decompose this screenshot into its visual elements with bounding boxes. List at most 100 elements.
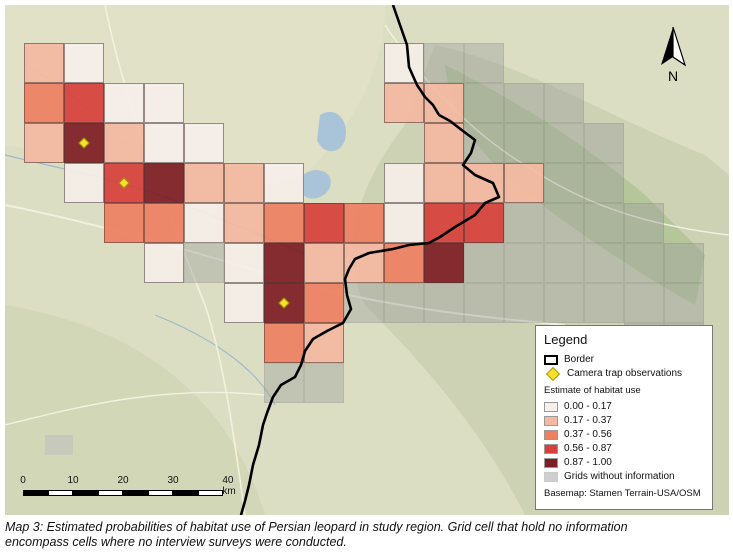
grid-cell [304,243,344,283]
grid-cell [544,243,584,283]
grid-cell [344,243,384,283]
grid-cell [464,203,504,243]
grid-cell [144,243,184,283]
legend-class-row: 0.37 - 0.56 [544,428,704,441]
grid-cell [464,283,504,323]
grid-cell [664,283,704,323]
grid-cell [184,243,224,283]
grid-cell [464,123,504,163]
grid-cell [424,203,464,243]
terrain-south [5,305,265,515]
grid-cell [104,83,144,123]
grid-cell [264,163,304,203]
legend-class-row: 0.17 - 0.37 [544,414,704,427]
grid-cell [224,203,264,243]
grid-cell [184,203,224,243]
north-label: N [668,68,678,84]
grid-cell [144,203,184,243]
grid-cell [24,43,64,83]
river [154,314,276,406]
legend-border-row: Border [544,353,704,366]
scale-label: 0 [20,475,26,486]
grid-cell [624,283,664,323]
grid-cell [384,83,424,123]
grid-cell [384,283,424,323]
scale-segment [23,490,48,496]
grid-cell [224,283,264,323]
legend-class-row: 0.00 - 0.17 [544,400,704,413]
grid-cell [304,203,344,243]
grid-cell [504,243,544,283]
scale-segment [198,490,223,496]
grid-cell [224,243,264,283]
grid-cell [464,43,504,83]
north-arrow: N [653,25,693,85]
grid-cell [64,43,104,83]
scale-bar: 0 10 20 30 40 km [20,475,235,505]
grid-cell [664,243,704,283]
grid-cell [464,83,504,123]
legend-classes: 0.00 - 0.17 0.17 - 0.37 0.37 - 0.56 0.56 - … [544,400,704,469]
grid-cell [24,123,64,163]
legend-swatch [544,443,558,454]
grid-cell [624,243,664,283]
legend-no-info-label: Grids without information [564,471,675,482]
border-swatch [544,354,558,365]
legend-class-label: 0.37 - 0.56 [564,429,612,440]
grid-cell [544,203,584,243]
settlement [45,435,73,455]
grid-cell [264,203,304,243]
legend-class-row: 0.56 - 0.87 [544,442,704,455]
grid-cell [504,283,544,323]
scale-segment [123,490,148,496]
grid-cell [544,83,584,123]
grid-cell [384,203,424,243]
legend-class-label: 0.17 - 0.37 [564,415,612,426]
grid-cell [504,163,544,203]
road [5,391,266,426]
grid-cell [384,163,424,203]
legend-border-label: Border [564,354,595,365]
international-border [239,5,501,515]
scale-label: 10 [67,475,79,486]
basemap-credit: Basemap: Stamen Terrain-USA/OSM [544,488,701,499]
grid-cell [424,163,464,203]
grid-cell [24,83,64,123]
map-canvas[interactable]: N 0 10 20 30 40 km Legend Border Camera trap… [5,5,729,515]
grid-cell [104,123,144,163]
grid-cell [184,123,224,163]
caption-line-2: encompass cells where no interview surve… [5,535,347,549]
grid-cell [424,243,464,283]
grid-cell [584,283,624,323]
reservoir [301,170,331,199]
grid-cell [64,163,104,203]
grid-cell [544,163,584,203]
legend-no-info-row: Grids without information [544,470,704,483]
camera-trap-icon [545,366,561,381]
grid-cell [304,283,344,323]
grid-cell [144,83,184,123]
legend-class-row: 0.87 - 1.00 [544,456,704,469]
grid-cell [584,243,624,283]
grid-cell [504,203,544,243]
grid-cell [424,43,464,83]
legend-swatch [544,429,558,440]
scale-segment [98,490,123,496]
legend-swatch [544,457,558,468]
grid-cell [144,123,184,163]
grid-cell [304,363,344,403]
legend-class-label: 0.00 - 0.17 [564,401,612,412]
grid-cell [184,163,224,203]
grid-cell [224,163,264,203]
scale-segment [73,490,98,496]
map-overlay [239,5,501,515]
grid-cell [344,203,384,243]
grid-cell [584,123,624,163]
grid-cell [264,323,304,363]
grid-cell [624,203,664,243]
grid-cell [424,283,464,323]
figure-caption: Map 3: Estimated probabilities of habita… [5,520,729,550]
grid-cell [504,83,544,123]
grid-cell [544,123,584,163]
scale-label: 30 [167,475,179,486]
